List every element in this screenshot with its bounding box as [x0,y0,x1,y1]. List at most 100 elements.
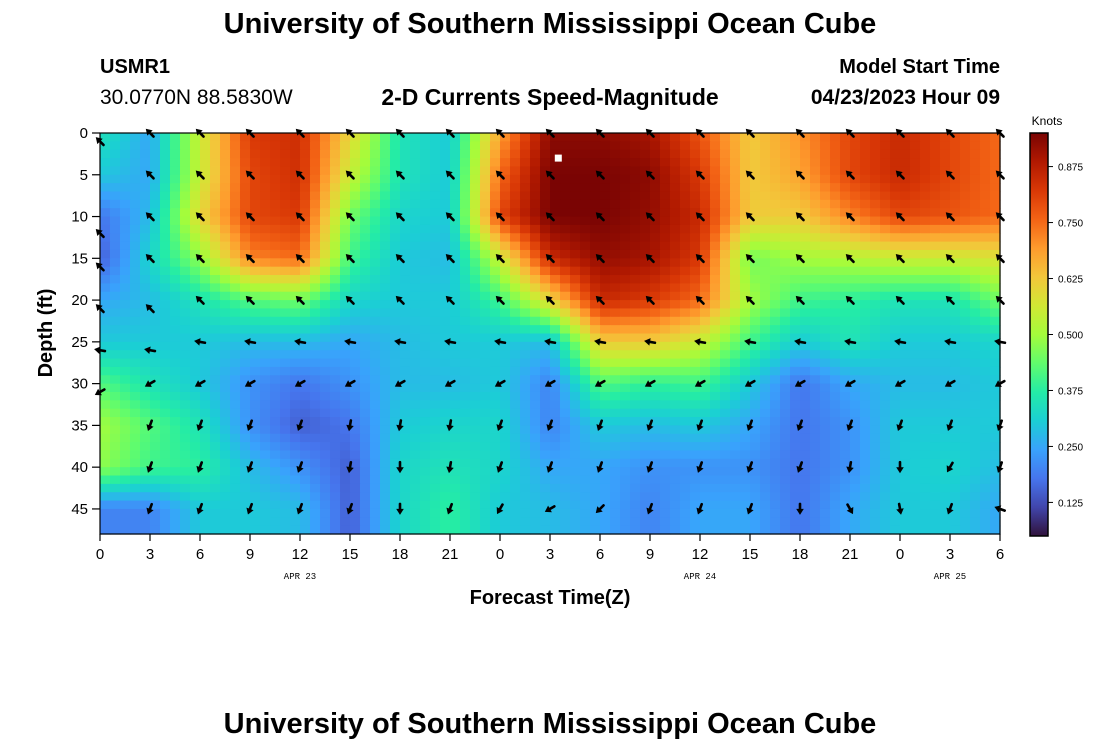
heatmap-cell [470,266,481,276]
heatmap-cell [350,325,361,335]
heatmap-cell [380,208,391,218]
heatmap-cell [200,383,211,393]
heatmap-cell [200,266,211,276]
heatmap-cell [850,166,861,176]
heatmap-cell [710,224,721,234]
current-arrow [445,170,455,180]
heatmap-cell [310,283,321,293]
heatmap-cell [110,141,121,151]
heatmap-cell [190,224,201,234]
heatmap-cell [130,191,141,201]
heatmap-cell [950,224,961,234]
heatmap-cell [780,525,791,535]
current-arrow [795,170,805,180]
heatmap-cell [210,417,221,426]
heatmap-cell [870,483,881,493]
heatmap-cell [890,458,901,468]
heatmap-cell [720,258,731,268]
heatmap-cell [690,208,701,218]
heatmap-cell [430,224,441,234]
heatmap-cell [260,417,271,426]
heatmap-cell [500,300,511,310]
heatmap-cell [770,224,781,234]
heatmap-cell [750,249,761,259]
heatmap-cell [780,508,791,518]
heatmap-cell [970,483,981,493]
current-arrow [194,379,206,387]
heatmap-cell [310,425,321,435]
heatmap-cell [890,325,901,335]
heatmap-cell [680,492,691,502]
heatmap-cell [600,341,611,351]
heatmap-cell [890,408,901,418]
heatmap-cell [690,275,701,284]
heatmap-cell [940,442,951,452]
heatmap-cell [790,350,801,360]
heatmap-cell [770,216,781,226]
heatmap-cell [810,191,821,201]
heatmap-cell [170,483,181,493]
heatmap-cell [590,333,601,343]
heatmap-cell [440,417,451,426]
heatmap-cell [920,191,931,201]
heatmap-cell [830,283,841,293]
heatmap-cell [710,233,721,243]
heatmap-cell [270,300,281,310]
heatmap-cell [820,366,831,376]
heatmap-cell [850,174,861,184]
current-arrow [495,212,505,222]
heatmap-cell [620,400,631,410]
heatmap-cell [530,483,541,493]
heatmap-cell [470,333,481,343]
heatmap-cell [690,141,701,151]
heatmap-cell [360,158,371,168]
heatmap-cell [980,425,991,435]
heatmap-cell [430,174,441,184]
heatmap-cell [750,308,761,318]
heatmap-cell [510,333,521,343]
heatmap-cell [630,442,641,452]
heatmap-cell [800,224,811,234]
heatmap-cell [570,224,581,234]
heatmap-cell [510,366,521,376]
heatmap-cell [140,316,151,326]
heatmap-cell [230,233,241,243]
heatmap-cell [160,442,171,452]
heatmap-cell [770,174,781,184]
heatmap-cell [640,467,651,477]
heatmap-cell [610,199,621,209]
heatmap-cell [400,141,411,151]
heatmap-cell [610,174,621,184]
heatmap-cell [840,283,851,293]
heatmap-cell [500,241,511,251]
heatmap-cell [770,308,781,318]
heatmap-cell [480,308,491,318]
heatmap-cell [400,458,411,468]
heatmap-cell [940,191,951,201]
heatmap-cell [280,366,291,376]
heatmap-cell [160,233,171,243]
heatmap-cell [870,433,881,443]
heatmap-cell [150,199,161,209]
heatmap-cell [890,174,901,184]
heatmap-cell [920,308,931,318]
heatmap-cell [870,275,881,284]
heatmap-cell [820,149,831,159]
heatmap-cell [920,275,931,284]
heatmap-cell [450,333,461,343]
heatmap-cell [270,391,281,401]
heatmap-cell [660,500,671,510]
heatmap-cell [660,408,671,418]
heatmap-cell [350,133,361,142]
heatmap-cell [260,408,271,418]
heatmap-cell [620,208,631,218]
heatmap-cell [800,417,811,426]
heatmap-cell [830,183,841,193]
heatmap-cell [510,358,521,368]
heatmap-cell [490,508,501,518]
heatmap-cell [530,216,541,226]
heatmap-cell [470,133,481,142]
heatmap-cell [540,133,551,142]
heatmap-cell [730,174,741,184]
heatmap-cell [470,224,481,234]
